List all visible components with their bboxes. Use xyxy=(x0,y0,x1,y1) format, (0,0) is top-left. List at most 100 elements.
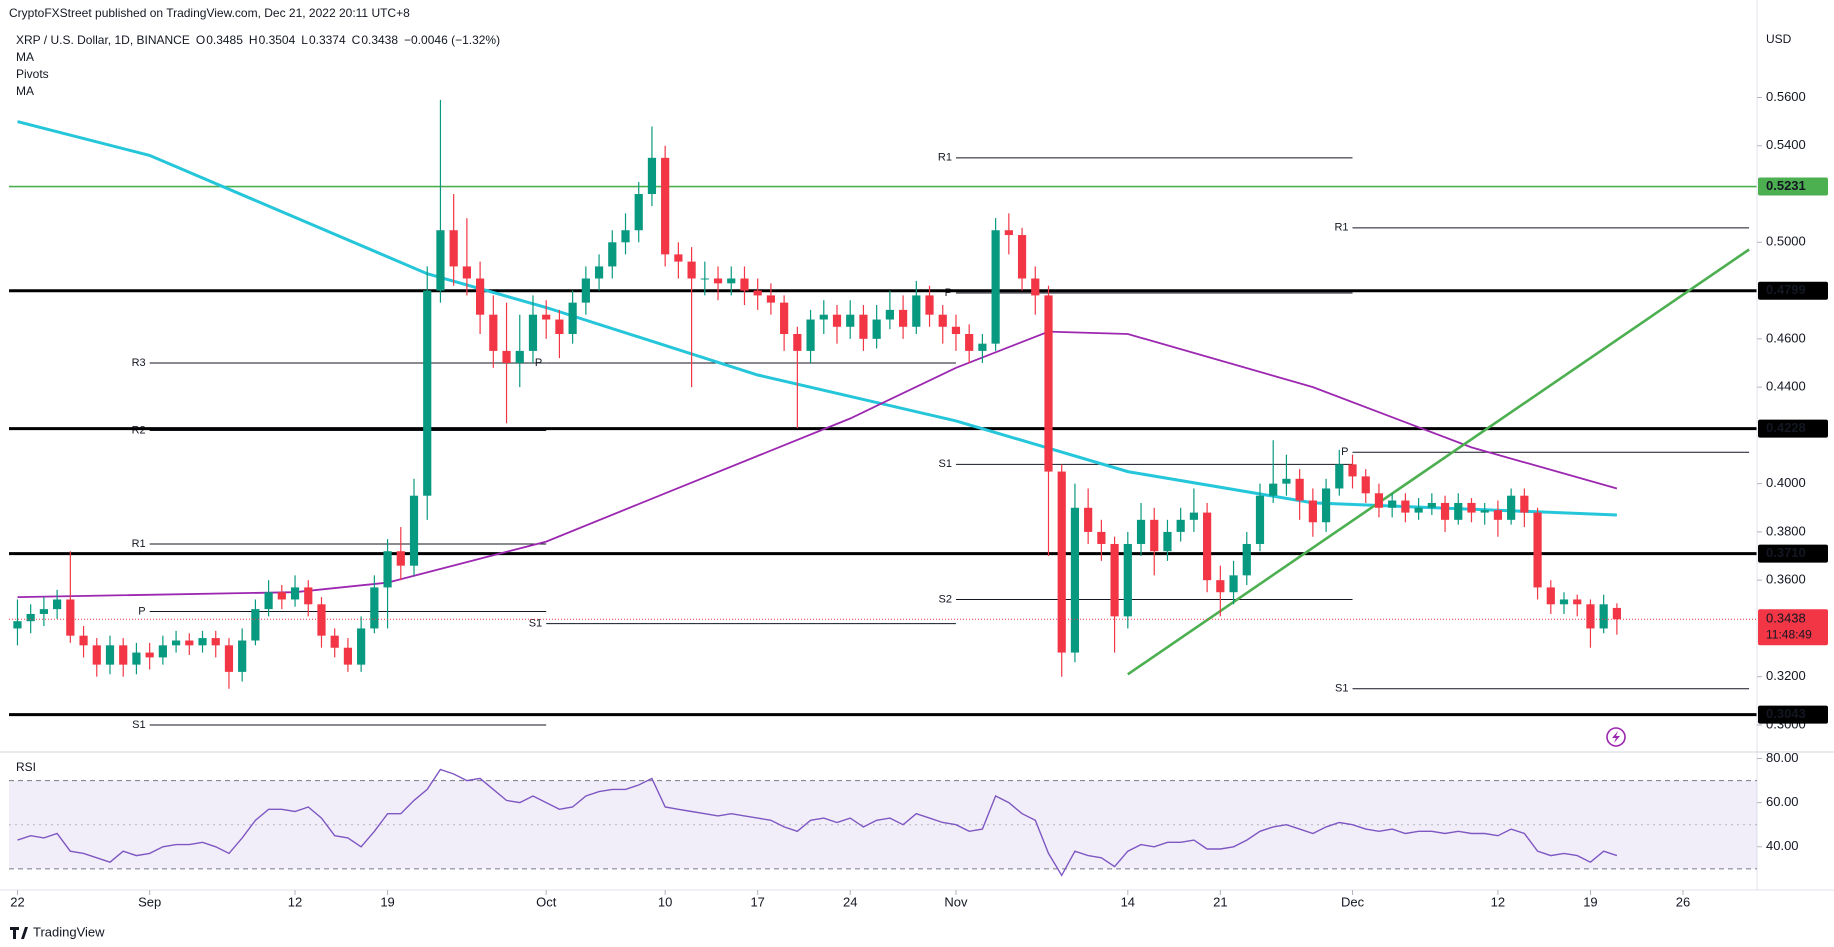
candle-body xyxy=(793,334,802,351)
x-tick-label: 24 xyxy=(843,894,857,909)
candle-body xyxy=(1295,478,1304,501)
candle-body xyxy=(476,278,485,315)
x-tick-label: 12 xyxy=(1491,894,1505,909)
candle-body xyxy=(1084,507,1093,532)
candle-body xyxy=(132,652,141,665)
lightning-icon xyxy=(1606,727,1626,747)
y-tick-label: 0.5000 xyxy=(1766,234,1806,249)
candle-body xyxy=(594,266,604,279)
candle-body xyxy=(1374,493,1384,508)
candle-body xyxy=(1414,507,1423,513)
candle-body xyxy=(978,343,987,351)
candle-body xyxy=(1242,543,1251,576)
rsi-tick-label: 60.00 xyxy=(1766,794,1799,809)
candle-body xyxy=(1136,519,1146,544)
candle-body xyxy=(396,551,405,566)
candle-body xyxy=(621,230,630,243)
ohlc-label: C xyxy=(352,33,361,47)
logo: TradingView xyxy=(10,924,105,939)
candle-body xyxy=(1493,510,1503,520)
candle-body xyxy=(251,609,260,641)
x-tick-label: 22 xyxy=(10,894,24,909)
y-tick-label: 0.3800 xyxy=(1766,523,1806,538)
logo-mark xyxy=(10,927,28,939)
candle-body xyxy=(965,334,974,351)
candle-body xyxy=(581,278,590,303)
candle-body xyxy=(1229,575,1238,593)
ohlc-value: 0.3374 xyxy=(309,33,346,47)
indicator-name: Pivots xyxy=(16,67,49,81)
candle-body xyxy=(542,314,551,320)
icon-bolt xyxy=(1612,731,1620,743)
candle-body xyxy=(1097,531,1106,544)
y-tick-label: 0.3600 xyxy=(1766,572,1806,587)
candle-body xyxy=(1123,543,1132,617)
pivot-label: S1 xyxy=(938,458,951,470)
candle-body xyxy=(1163,531,1172,552)
candle-body xyxy=(1057,471,1066,653)
publisher: CryptoFXStreet published on TradingView.… xyxy=(9,6,410,20)
candle-body xyxy=(819,314,828,320)
candle-body xyxy=(330,635,339,648)
level-label-box xyxy=(1758,281,1828,300)
candle-body xyxy=(661,157,670,255)
candle-body xyxy=(1004,230,1013,236)
trendline xyxy=(1127,248,1750,676)
candle-body xyxy=(370,587,379,629)
candle-body xyxy=(1321,488,1331,523)
candle-body xyxy=(1559,599,1569,605)
candle-body xyxy=(925,295,934,315)
pivot-label: R1 xyxy=(1334,222,1348,234)
ohlc-value: 0.3504 xyxy=(259,33,296,47)
level-label: 0.4228 xyxy=(1766,420,1806,435)
pivot-label: S2 xyxy=(938,593,951,605)
ohlc-value: 0.3485 xyxy=(206,33,243,47)
level-label: 0.3710 xyxy=(1766,545,1806,560)
candle-body xyxy=(727,278,736,284)
candle-body xyxy=(1282,478,1291,484)
candle-body xyxy=(264,592,273,610)
candle-body xyxy=(171,640,181,646)
y-tick-label: 0.4400 xyxy=(1766,379,1806,394)
x-tick-label: 17 xyxy=(750,894,764,909)
icon-ring xyxy=(1606,727,1626,747)
candle-body xyxy=(1031,278,1040,296)
level-label-box xyxy=(1758,544,1828,563)
rsi-title: RSI xyxy=(16,760,36,774)
last-price-label: 0.3438 xyxy=(1766,611,1806,626)
candle-body xyxy=(1044,295,1053,472)
candle-body xyxy=(872,319,881,339)
rsi-tick-label: 80.00 xyxy=(1766,750,1799,765)
candle-body xyxy=(1308,500,1317,523)
level-label: 0.5231 xyxy=(1766,178,1806,193)
candle-body xyxy=(277,592,286,600)
candle-body xyxy=(39,609,48,614)
candle-body xyxy=(317,604,326,636)
candle-body xyxy=(502,350,511,363)
price-pane: R3 R2 R1 P S1 P S1 R1 P S1 S2 R1 P S1 xyxy=(9,99,1757,731)
rsi-band xyxy=(9,780,1757,869)
candle-body xyxy=(238,640,247,672)
candle-body xyxy=(740,278,749,291)
symbol: XRP / U.S. Dollar, 1D, BINANCE xyxy=(16,33,190,47)
candle-body xyxy=(1586,604,1595,629)
candle-body xyxy=(423,290,432,496)
candle-body xyxy=(66,599,75,636)
candle-body xyxy=(105,645,115,665)
candle-body xyxy=(449,230,458,267)
level-label: 0.4799 xyxy=(1766,282,1806,297)
candle-body xyxy=(1335,464,1344,489)
candle-body xyxy=(647,157,657,195)
candle-body xyxy=(185,640,194,646)
candle-body xyxy=(290,587,300,600)
candle-body xyxy=(145,652,154,658)
ohlc-value: 0.3438 xyxy=(361,33,398,47)
candle-body xyxy=(462,266,471,279)
candle-body xyxy=(898,309,908,327)
candle-body xyxy=(436,230,445,291)
candle-body xyxy=(859,314,868,339)
x-tick-label: 19 xyxy=(1583,894,1597,909)
candle-body xyxy=(1348,464,1357,477)
